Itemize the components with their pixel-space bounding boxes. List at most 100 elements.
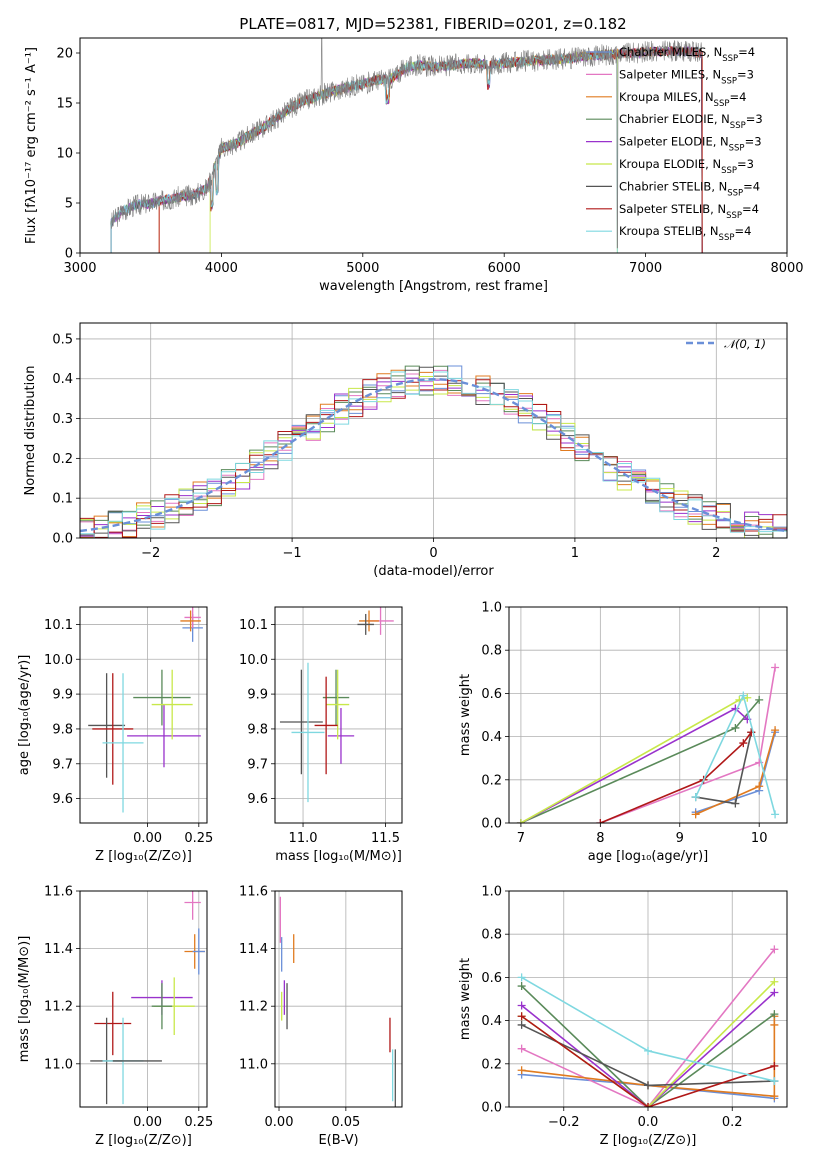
y-tick-label: 0 bbox=[65, 247, 73, 262]
mass-weight-point-marker bbox=[691, 810, 700, 819]
mass-weight-point-marker bbox=[755, 695, 764, 704]
legend-entry-label: Salpeter MILES, NSSP=3 bbox=[619, 67, 754, 86]
mass-weight-vs-metallicity-panel: −0.2 0.0 0.2 0.0 0.2 0.4 0.6 0.8 1.0 Z [log₁₀(Z/Z… bbox=[458, 885, 788, 1148]
mass-weight-point-marker bbox=[517, 1012, 526, 1021]
mass-weight-point-marker bbox=[517, 1044, 526, 1053]
errorbar-point bbox=[88, 673, 126, 778]
y-tick-label: 11.6 bbox=[239, 885, 268, 900]
errorbar-point bbox=[184, 891, 201, 920]
axes-frame bbox=[274, 606, 403, 824]
x-tick-label: 6000 bbox=[488, 261, 521, 276]
legend-entry-label: Chabrier MILES, NSSP=4 bbox=[619, 45, 755, 64]
x-tick-label: 1 bbox=[571, 546, 579, 561]
mass-weight-point-marker bbox=[770, 1061, 779, 1070]
y-tick-label: 0.6 bbox=[481, 971, 502, 986]
y-tick-label: 0.6 bbox=[481, 687, 502, 702]
legend-label-text: Chabrier ELODIE, N bbox=[619, 112, 730, 126]
y-tick-label: 11.4 bbox=[44, 942, 73, 957]
errorbar-point bbox=[184, 607, 201, 628]
y-tick-label: 0.4 bbox=[52, 372, 73, 387]
mass-weight-point-marker bbox=[517, 973, 526, 982]
legend-label-value: =4 bbox=[742, 202, 759, 216]
model-spectrum-line bbox=[110, 46, 703, 253]
y-tick-label: 0.8 bbox=[481, 644, 502, 659]
errorbar-point bbox=[279, 669, 323, 775]
legend-entry-label: 𝒩(0, 1) bbox=[724, 337, 766, 351]
x-tick-label: 0.2 bbox=[722, 1115, 743, 1130]
mass-weight-point-marker bbox=[596, 819, 605, 823]
axes-frame bbox=[79, 37, 788, 254]
y-tick-label: 11.0 bbox=[239, 1057, 268, 1072]
mass-weight-series-line bbox=[521, 948, 775, 1107]
legend-label-value: =4 bbox=[734, 224, 751, 238]
mass-weight-point-marker bbox=[517, 1001, 526, 1010]
y-tick-label: 15 bbox=[56, 97, 73, 112]
axes-frame bbox=[79, 322, 788, 539]
y-tick-label: 11.2 bbox=[239, 1000, 268, 1015]
x-tick-label: 7000 bbox=[629, 261, 662, 276]
x-tick-label: 4000 bbox=[205, 261, 238, 276]
x-tick-label: 8 bbox=[596, 831, 604, 846]
mass-weight-point-marker bbox=[516, 819, 525, 823]
legend-entry-label: Salpeter STELIB, NSSP=4 bbox=[619, 202, 759, 221]
spectrum-panel: 3000 4000 5000 6000 7000 8000 0 5 10 15 20 waveleng… bbox=[24, 37, 804, 294]
y-tick-label: 10 bbox=[56, 147, 73, 162]
mass-weight-point-marker bbox=[731, 799, 740, 808]
legend-entry-label: Chabrier STELIB, NSSP=4 bbox=[619, 179, 760, 198]
legend-label-value: =4 bbox=[729, 90, 746, 104]
normal-distribution-curve bbox=[80, 377, 787, 533]
mass-weight-point-marker bbox=[517, 1066, 526, 1075]
mass-weight-series-line bbox=[521, 1015, 775, 1107]
mass-weight-point-marker bbox=[770, 1077, 779, 1086]
legend-label-subscript: SSP bbox=[726, 211, 742, 221]
errorbar-point bbox=[127, 704, 201, 768]
y-tick-label: 10.1 bbox=[44, 618, 73, 633]
legend-entry-label: Kroupa ELODIE, NSSP=3 bbox=[619, 157, 754, 176]
legend-label-text: Salpeter STELIB, N bbox=[619, 202, 726, 216]
x-tick-label: −2 bbox=[141, 546, 160, 561]
legend-label-text: Kroupa MILES, N bbox=[619, 90, 714, 104]
x-tick-label: 0.25 bbox=[184, 831, 213, 846]
x-tick-label: −0.2 bbox=[548, 1115, 580, 1130]
legend-label-value: =4 bbox=[738, 45, 755, 59]
axes-frame bbox=[79, 606, 208, 824]
plot-area bbox=[88, 607, 203, 813]
legend-entry-label: Kroupa MILES, NSSP=4 bbox=[619, 90, 746, 109]
errorbar-point bbox=[192, 928, 205, 975]
errorbar-point bbox=[359, 610, 379, 632]
errorbar-point bbox=[94, 991, 132, 1056]
x-tick-label: 2 bbox=[712, 546, 720, 561]
mass-weight-point-marker bbox=[770, 945, 779, 954]
mass-vs-metallicity-panel: 0.00 0.25 11.0 11.2 11.4 11.6 Z [log₁₀(Z/Z⊙)] m… bbox=[17, 885, 213, 1149]
x-tick-label: 0.00 bbox=[133, 831, 162, 846]
y-tick-label: 0.2 bbox=[481, 773, 502, 788]
observed-spectrum-line bbox=[110, 38, 703, 249]
plot-area bbox=[516, 663, 780, 823]
model-spectrum-line bbox=[110, 45, 703, 253]
x-tick-label: 7 bbox=[517, 831, 525, 846]
y-axis-label: mass weight bbox=[458, 674, 473, 756]
y-axis-label: Normed distribution bbox=[23, 366, 38, 496]
x-axis-label: (data-model)/error bbox=[373, 564, 494, 579]
axes-frame bbox=[79, 890, 208, 1108]
y-tick-label: 1.0 bbox=[481, 885, 502, 900]
plot-area bbox=[80, 365, 787, 538]
legend-label-value: =3 bbox=[745, 135, 762, 149]
mass-weight-point-marker bbox=[644, 1103, 652, 1107]
legend-label-subscript: SSP bbox=[722, 54, 738, 64]
x-tick-label: 0.0 bbox=[638, 1115, 659, 1130]
legend-label-text: Kroupa ELODIE, N bbox=[619, 157, 721, 171]
errorbar-point bbox=[314, 676, 338, 775]
x-axis-label: mass [log₁₀(M/M⊙)] bbox=[275, 849, 402, 864]
y-tick-label: 1.0 bbox=[481, 601, 502, 616]
legend-label-value: =3 bbox=[737, 67, 754, 81]
y-tick-label: 20 bbox=[56, 47, 73, 62]
y-axis-label: Flux [fλ10⁻¹⁷ erg cm⁻² s⁻¹ A⁻¹] bbox=[24, 47, 39, 244]
plot-area bbox=[517, 945, 779, 1107]
errorbar-point bbox=[151, 983, 173, 1030]
plot-area bbox=[279, 607, 394, 803]
legend-label-subscript: SSP bbox=[730, 121, 746, 131]
x-tick-label: 0.00 bbox=[133, 1115, 162, 1130]
y-axis-label: age [log₁₀(age/yr)] bbox=[17, 655, 32, 776]
y-tick-label: 11.2 bbox=[44, 1000, 73, 1015]
